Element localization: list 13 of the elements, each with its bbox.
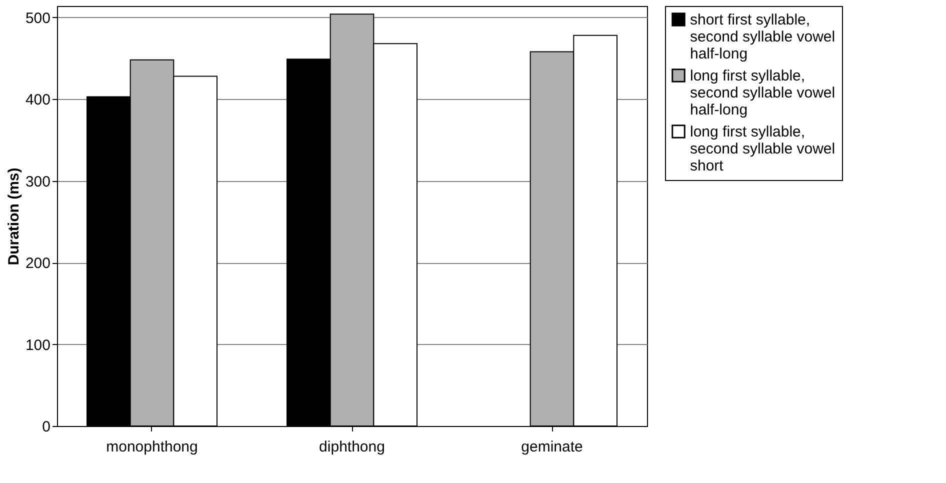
x-tick-label: geminate [521,438,583,456]
x-tick-label: diphthong [319,438,385,456]
y-tick-label: 200 [25,255,50,272]
x-tick-label: monophthong [106,438,198,456]
legend-label: long first syllable, second syllable vowel short [690,124,836,174]
legend-label: short first syllable, second syllable vowel half-long [690,12,836,62]
y-tick-label: 400 [25,92,50,109]
y-tick-label: 300 [25,173,50,190]
legend-label: long first syllable, second syllable vowel half-long [690,68,836,118]
y-tick-label: 100 [25,336,50,354]
y-axis-title: Duration (ms) [5,168,22,266]
y-tick-label: 0 [42,418,50,436]
y-tick-label: 500 [25,10,50,27]
